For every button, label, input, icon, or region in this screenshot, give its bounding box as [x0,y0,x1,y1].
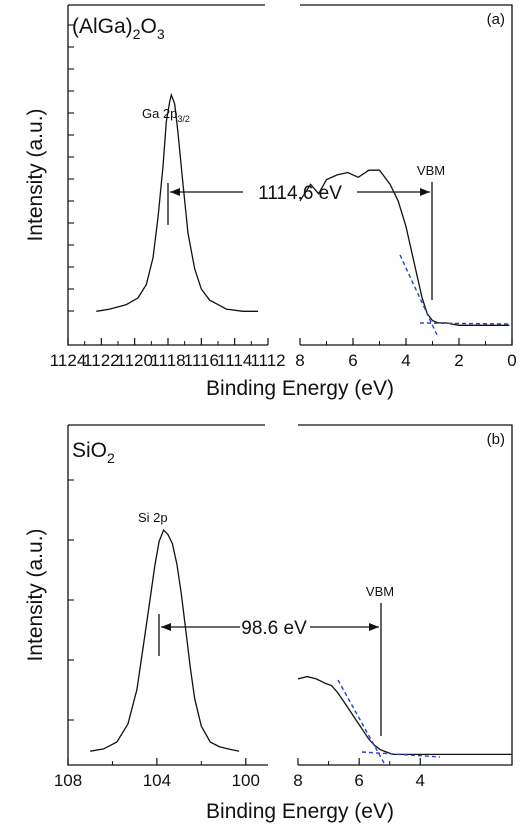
x-tick-label: 8 [293,771,302,790]
x-tick-label: 6 [354,771,363,790]
x-tick-label: 1114 [217,351,252,370]
panel-b-delta-label: 98.6 eV [241,618,307,639]
panel-a-y-ticks [68,24,74,312]
x-tick-label: 108 [54,771,82,790]
x-tick-label: 2 [454,351,463,370]
panel-a-title: (AlGa)2O3 [72,15,165,42]
panel-b-y-ticks [68,479,74,721]
panel-a-right-ticks: 8 6 4 2 0 [295,338,517,370]
panel-a-vbm-label: VBM [417,163,445,178]
x-tick-label: 1118 [150,351,185,370]
panel-b-label: (b) [487,431,505,448]
panel-a-valence-band-spectrum [299,169,510,326]
panel-b-peak-label: Si 2p [138,510,168,525]
panel-b-leading-edge-fit [337,679,385,764]
panel-a-baseline-fit [419,322,511,325]
panel-a-label: (a) [487,11,505,28]
panel-a-leading-edge-fit [399,254,438,336]
panel-a-delta-label: 1114.6 eV [258,183,342,204]
x-tick-label: 100 [232,771,260,790]
x-tick-label: 104 [143,771,171,790]
x-tick-label: 1116 [184,351,219,370]
panel-a-delta-arrowhead-right [420,188,430,196]
panel-a-y-axis-label: Intensity (a.u.) [24,108,47,241]
panel-b-left-axes-frame [67,424,268,766]
panel-b-title: SiO2 [72,439,115,466]
panel-a-x-axis-label: Binding Energy (eV) [206,377,394,400]
panel-b-delta-arrowhead-right [369,623,379,631]
panel-b-right-axes-frame [298,424,513,766]
x-tick-label: 1122 [83,351,120,370]
panel-b: SiO2 (b) Intensity (a.u.) Binding Energy… [24,424,513,823]
panel-a-delta-arrowhead-left [170,188,180,196]
x-tick-label: 1112 [250,351,285,370]
panel-b-x-axis-label: Binding Energy (eV) [206,800,394,823]
panel-a-left-axes-frame [67,4,268,346]
x-tick-label: 6 [348,351,357,370]
panel-b-y-axis-label: Intensity (a.u.) [24,528,47,661]
panel-a-peak-label: Ga 2p3/2 [142,106,190,124]
x-tick-label: 8 [295,351,304,370]
x-tick-label: 1120 [116,351,153,370]
panel-b-delta-arrowhead-left [161,623,171,631]
panel-b-right-ticks: 8 6 4 [293,758,425,790]
panel-a-right-axes-frame [300,4,513,346]
x-tick-label: 0 [507,351,516,370]
x-tick-label: 4 [416,771,425,790]
panel-b-valence-band-spectrum [297,675,512,756]
panel-a-ga2p-spectrum [96,92,258,312]
panel-b-vbm-label: VBM [366,584,394,599]
panel-b-si2p-spectrum [90,528,240,752]
x-tick-label: 1124 [50,351,87,370]
panel-a: (AlGa)2O3 (a) Intensity (a.u.) Binding E… [24,4,517,400]
panel-b-baseline-fit [361,751,441,758]
x-tick-label: 4 [401,351,410,370]
panel-b-left-ticks: 108 104 100 [54,758,260,790]
